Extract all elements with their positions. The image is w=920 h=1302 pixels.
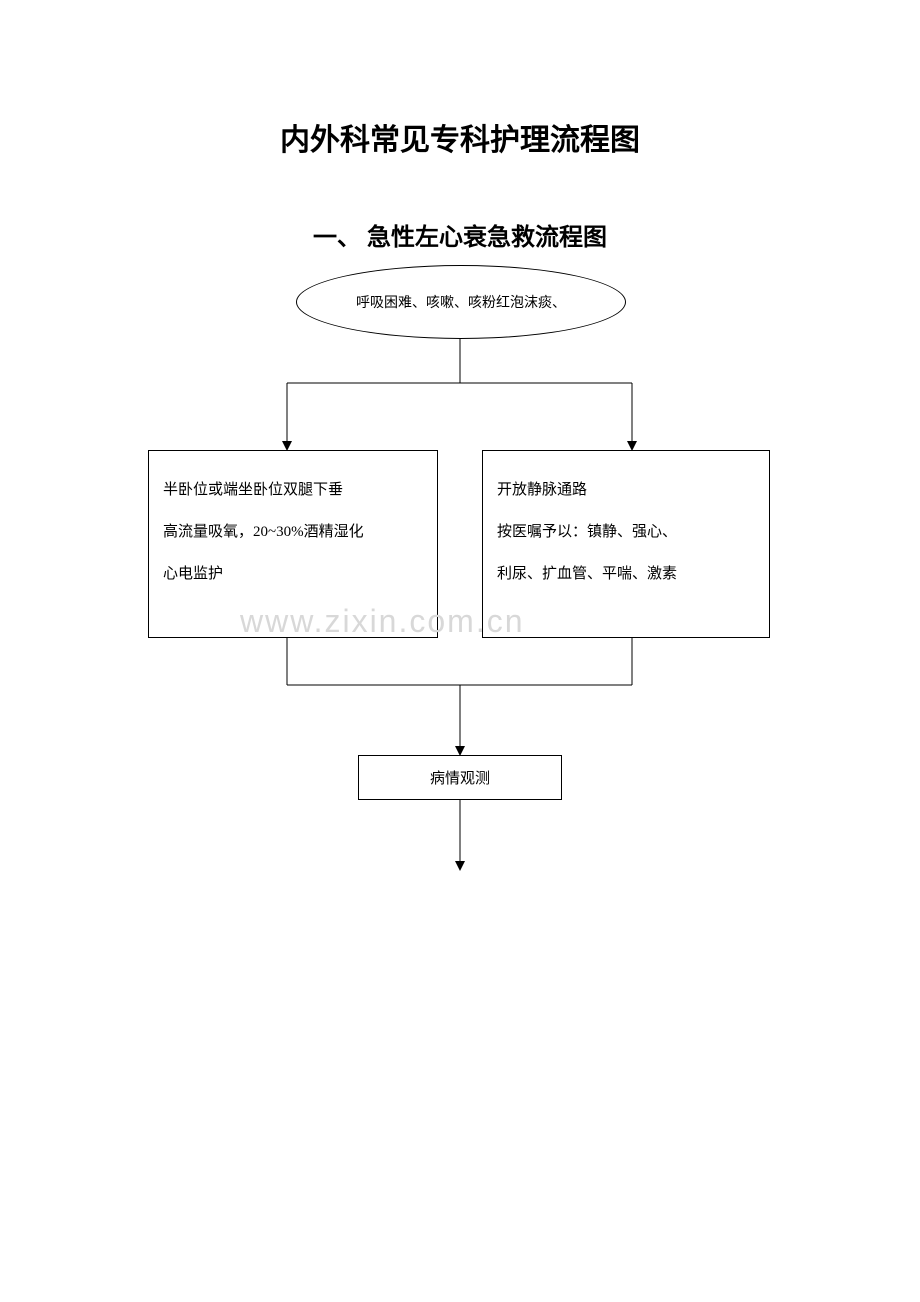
section-title: 一、 急性左心衰急救流程图 — [0, 217, 920, 252]
flowchart-left-box: 半卧位或端坐卧位双腿下垂 高流量吸氧，20~30%酒精湿化 心电监护 — [148, 450, 438, 638]
flowchart-connectors — [0, 265, 920, 965]
start-node-text: 呼吸困难、咳嗽、咳粉红泡沫痰、 — [356, 292, 566, 312]
flowchart-right-box: 开放静脉通路 按医嘱予以：镇静、强心、 利尿、扩血管、平喘、激素 — [482, 450, 770, 638]
flowchart-container: 呼吸困难、咳嗽、咳粉红泡沫痰、 半卧位或端坐卧位双腿下垂 高流量吸氧，20~30… — [0, 265, 920, 965]
left-box-line-0: 半卧位或端坐卧位双腿下垂 — [163, 469, 423, 511]
left-box-line-1: 高流量吸氧，20~30%酒精湿化 — [163, 511, 423, 553]
flowchart-start-node: 呼吸困难、咳嗽、咳粉红泡沫痰、 — [296, 265, 626, 339]
right-box-line-1: 按医嘱予以：镇静、强心、 — [497, 511, 755, 553]
right-box-line-2: 利尿、扩血管、平喘、激素 — [497, 553, 755, 595]
flowchart-observe-node: 病情观测 — [358, 755, 562, 800]
observe-node-text: 病情观测 — [430, 767, 490, 788]
left-box-line-2: 心电监护 — [163, 553, 423, 595]
page-title: 内外科常见专科护理流程图 — [0, 115, 920, 159]
right-box-line-0: 开放静脉通路 — [497, 469, 755, 511]
